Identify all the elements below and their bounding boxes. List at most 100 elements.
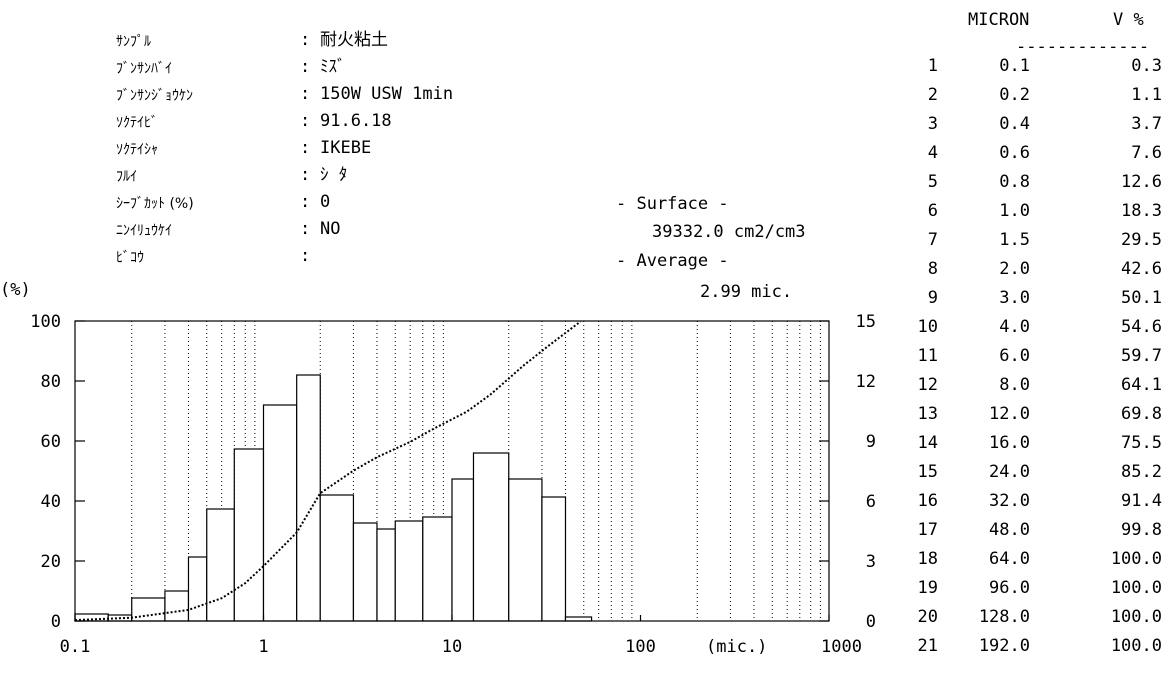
table-micron: 1.5 bbox=[999, 230, 1030, 250]
info-label: ｿｸﾃｲｼｬ bbox=[116, 142, 158, 158]
y-tick-label-left: 60 bbox=[41, 432, 61, 452]
table-vpct: 100.0 bbox=[1110, 549, 1162, 569]
table-index: 16 bbox=[917, 491, 938, 511]
table-micron: 0.2 bbox=[999, 85, 1030, 105]
table-index: 5 bbox=[927, 172, 938, 192]
table-micron: 0.8 bbox=[999, 172, 1030, 192]
info-value: ｼ ﾀ bbox=[320, 165, 348, 185]
info-value: 150W USW 1min bbox=[320, 84, 454, 104]
histogram-bar bbox=[233, 448, 265, 622]
table-vpct: 69.8 bbox=[1121, 404, 1162, 424]
table-vpct: 91.4 bbox=[1121, 491, 1162, 511]
table-micron: 12.0 bbox=[989, 404, 1030, 424]
table-micron: 16.0 bbox=[989, 433, 1030, 453]
table-index: 4 bbox=[927, 143, 938, 163]
histogram-bar bbox=[262, 404, 298, 622]
average-label: - Average - bbox=[616, 251, 729, 271]
table-vpct: 75.5 bbox=[1121, 433, 1162, 453]
table-index: 17 bbox=[917, 520, 938, 540]
x-tick-label: 0.1 bbox=[60, 637, 91, 657]
table-micron: 0.6 bbox=[999, 143, 1030, 163]
table-vpct: 99.8 bbox=[1121, 520, 1162, 540]
table-vpct: 3.7 bbox=[1131, 114, 1162, 134]
info-value: 0 bbox=[320, 192, 331, 212]
info-value: IKEBE bbox=[320, 138, 372, 158]
table-micron: 6.0 bbox=[999, 346, 1030, 366]
table-index: 13 bbox=[917, 404, 938, 424]
info-label: ｻﾝﾌﾟﾙ bbox=[116, 34, 151, 50]
table-vpct: 29.5 bbox=[1121, 230, 1162, 250]
info-label: ｿｸﾃｲﾋﾞ bbox=[116, 115, 158, 131]
y-tick-label-right: 3 bbox=[866, 552, 876, 572]
table-index: 7 bbox=[927, 230, 938, 250]
table-vpct: 54.6 bbox=[1121, 317, 1162, 337]
table-micron: 64.0 bbox=[989, 549, 1030, 569]
y-tick-label-right: 9 bbox=[866, 432, 876, 452]
histogram-bar bbox=[394, 520, 424, 622]
table-index: 2 bbox=[927, 85, 938, 105]
table-index: 19 bbox=[917, 578, 938, 598]
y-tick-label-right: 6 bbox=[866, 492, 876, 512]
table-vpct: 59.7 bbox=[1121, 346, 1162, 366]
info-colon: : bbox=[300, 57, 311, 77]
y-axis-label: (%) bbox=[0, 280, 31, 300]
y-tick-label-left: 80 bbox=[41, 372, 61, 392]
histogram-bar bbox=[206, 508, 235, 622]
table-index: 6 bbox=[927, 201, 938, 221]
info-label: ﾆﾝｲﾘｭｳｹｲ bbox=[116, 223, 172, 239]
table-index: 18 bbox=[917, 549, 938, 569]
histogram-bar bbox=[472, 452, 510, 622]
y-tick-label-right: 12 bbox=[856, 372, 876, 392]
cumulative-curve bbox=[74, 320, 582, 622]
info-value: NO bbox=[320, 219, 341, 239]
info-label: ｼｰﾌﾞｶｯﾄ (%) bbox=[116, 196, 194, 212]
table-index: 10 bbox=[917, 317, 938, 337]
table-micron: 0.4 bbox=[999, 114, 1030, 134]
y-tick-label-right: 15 bbox=[856, 312, 876, 332]
info-colon: : bbox=[300, 165, 311, 185]
table-vpct: 64.1 bbox=[1121, 375, 1162, 395]
info-colon: : bbox=[300, 138, 311, 158]
info-colon: : bbox=[300, 246, 311, 266]
table-vpct: 100.0 bbox=[1110, 578, 1162, 598]
table-vpct: 85.2 bbox=[1121, 462, 1162, 482]
table-index: 9 bbox=[927, 288, 938, 308]
table-index: 3 bbox=[927, 114, 938, 134]
x-tick-label: 100 bbox=[625, 637, 656, 657]
table-index: 15 bbox=[917, 462, 938, 482]
info-label: ﾌﾙｲ bbox=[116, 169, 137, 185]
histogram-bar bbox=[508, 478, 543, 622]
info-colon: : bbox=[300, 84, 311, 104]
table-micron: 24.0 bbox=[989, 462, 1030, 482]
info-colon: : bbox=[300, 111, 311, 131]
table-micron: 0.1 bbox=[999, 56, 1030, 76]
histogram-bar bbox=[164, 590, 190, 622]
x-tick-label: 1 bbox=[258, 637, 268, 657]
table-micron: 3.0 bbox=[999, 288, 1030, 308]
table-index: 14 bbox=[917, 433, 938, 453]
table-vpct: 0.3 bbox=[1131, 56, 1162, 76]
table-vpct: 1.1 bbox=[1131, 85, 1162, 105]
y-tick-label-left: 40 bbox=[41, 492, 61, 512]
histogram-bar bbox=[451, 478, 475, 622]
x-tick-label: 10 bbox=[442, 637, 462, 657]
table-vpct: 12.6 bbox=[1121, 172, 1162, 192]
table-index: 1 bbox=[927, 56, 938, 76]
table-separator: ------------- bbox=[1016, 37, 1150, 57]
histogram-bar bbox=[541, 496, 567, 622]
table-micron: 1.0 bbox=[999, 201, 1030, 221]
table-index: 12 bbox=[917, 375, 938, 395]
info-value: 91.6.18 bbox=[320, 111, 392, 131]
y-tick-label-left: 0 bbox=[51, 612, 61, 632]
histogram-bars bbox=[74, 374, 593, 622]
info-colon: : bbox=[300, 30, 311, 50]
table-index: 21 bbox=[917, 636, 938, 656]
histogram-bar bbox=[319, 494, 355, 622]
average-value: 2.99 mic. bbox=[700, 282, 793, 302]
y-tick-label-right: 0 bbox=[866, 612, 876, 632]
table-index: 8 bbox=[927, 259, 938, 279]
info-value: 耐火粘土 bbox=[320, 30, 388, 50]
histogram-bar bbox=[187, 556, 208, 622]
